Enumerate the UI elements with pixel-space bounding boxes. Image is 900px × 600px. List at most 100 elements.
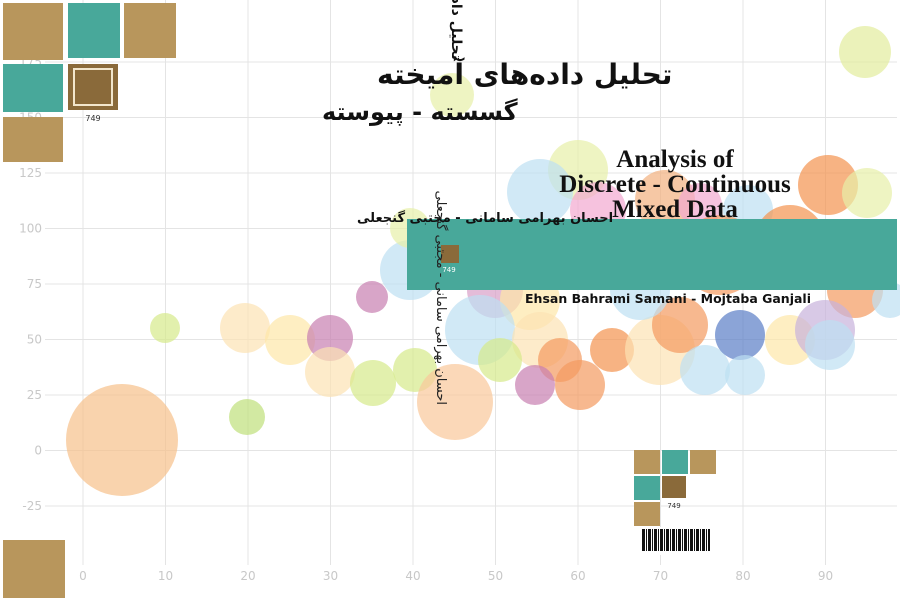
x-label: 80	[735, 569, 750, 583]
bubble	[220, 303, 270, 353]
barcode-bar	[708, 529, 710, 551]
persian-subtitle: گسسته - پیوسته	[322, 98, 518, 126]
spine-authors: احسان بهرامی سامانی - مجتبی گنجعلی	[433, 191, 449, 405]
y-label: 100	[19, 222, 42, 236]
series-number: 749	[667, 502, 680, 510]
y-label: -25	[22, 499, 42, 513]
square	[3, 64, 63, 112]
barcode-bar	[670, 529, 671, 551]
barcode-bar	[692, 529, 693, 551]
y-label: 125	[19, 166, 42, 180]
y-label: 25	[27, 388, 42, 402]
x-label: 50	[488, 569, 503, 583]
barcode-bar	[676, 529, 677, 551]
square	[662, 450, 688, 474]
bubble	[555, 360, 605, 410]
bubble	[652, 297, 708, 353]
spine-title: تحلیل داده‌های آمیخته گسسته - پیوسته	[448, 0, 466, 60]
barcode-bar	[684, 529, 686, 551]
axis-labels: 1751501251007550250-25010203040506070809…	[19, 55, 833, 583]
barcode-bar	[650, 529, 651, 551]
barcode-bar	[652, 529, 653, 551]
persian-title: تحلیل داده‌های آمیخته	[377, 57, 672, 91]
bubble	[805, 320, 855, 370]
english-title-line: Analysis of	[616, 146, 734, 173]
x-label: 40	[405, 569, 420, 583]
y-label: 75	[27, 277, 42, 291]
x-label: 70	[653, 569, 668, 583]
square	[3, 3, 63, 60]
x-label: 90	[818, 569, 833, 583]
bubble	[229, 399, 265, 435]
barcode	[638, 527, 714, 555]
persian-authors: احسان بهرامی سامانی - مجتبی گنجعلی	[357, 210, 613, 226]
barcode-bar	[700, 529, 701, 551]
barcode-bar	[706, 529, 707, 551]
bubble	[507, 159, 573, 225]
barcode-bar	[694, 529, 695, 551]
bubble	[417, 364, 493, 440]
y-label: 50	[27, 333, 42, 347]
square	[3, 117, 63, 162]
x-label: 10	[158, 569, 173, 583]
square	[68, 3, 120, 58]
bubble	[872, 282, 900, 318]
x-label: 0	[79, 569, 87, 583]
barcode-bar	[690, 529, 692, 551]
bubble	[430, 73, 474, 117]
spine-logo	[441, 245, 459, 263]
english-title-line: Mixed Data	[612, 196, 738, 223]
barcode-bar	[646, 529, 647, 551]
barcode-bar	[672, 529, 674, 551]
bubble	[725, 355, 765, 395]
bubble	[515, 365, 555, 405]
bubble	[478, 338, 522, 382]
barcode-bar	[698, 529, 699, 551]
barcode-bar	[642, 529, 644, 551]
bubble	[680, 345, 730, 395]
square	[634, 450, 660, 474]
barcode-bar	[666, 529, 668, 551]
barcode-bar	[660, 529, 662, 551]
bubble	[590, 328, 634, 372]
bubble	[265, 315, 315, 365]
barcode-bar	[678, 529, 680, 551]
barcode-bar	[644, 529, 645, 551]
bubble	[350, 360, 396, 406]
barcode-bar	[658, 529, 659, 551]
barcode-bar	[702, 529, 704, 551]
spine-number: 749	[442, 266, 455, 274]
bubble	[307, 315, 353, 361]
bubbles	[66, 26, 900, 496]
square	[634, 502, 660, 526]
bubble	[715, 310, 765, 360]
logo	[68, 64, 118, 110]
square	[634, 476, 660, 500]
barcode-bar	[686, 529, 687, 551]
barcode-bar	[648, 529, 650, 551]
x-label: 20	[240, 569, 255, 583]
square	[690, 450, 716, 474]
bubble	[356, 281, 388, 313]
barcode-bar	[674, 529, 675, 551]
bubble	[150, 313, 180, 343]
bubble	[678, 183, 722, 227]
barcode-bar	[704, 529, 705, 551]
x-label: 30	[323, 569, 338, 583]
bubble	[839, 26, 891, 78]
title-band	[407, 219, 897, 290]
barcode-bar	[664, 529, 665, 551]
barcode-bar	[654, 529, 656, 551]
square	[3, 540, 65, 598]
series-number: 749	[85, 114, 100, 123]
x-label: 60	[570, 569, 585, 583]
barcode-bar	[668, 529, 669, 551]
barcode-bar	[680, 529, 681, 551]
english-title-line: Discrete - Continuous	[559, 171, 791, 198]
english-authors: Ehsan Bahrami Samani - Mojtaba Ganjali	[525, 291, 811, 306]
bubble	[305, 347, 355, 397]
bubble	[842, 168, 892, 218]
barcode-bar	[662, 529, 663, 551]
barcode-bar	[682, 529, 683, 551]
